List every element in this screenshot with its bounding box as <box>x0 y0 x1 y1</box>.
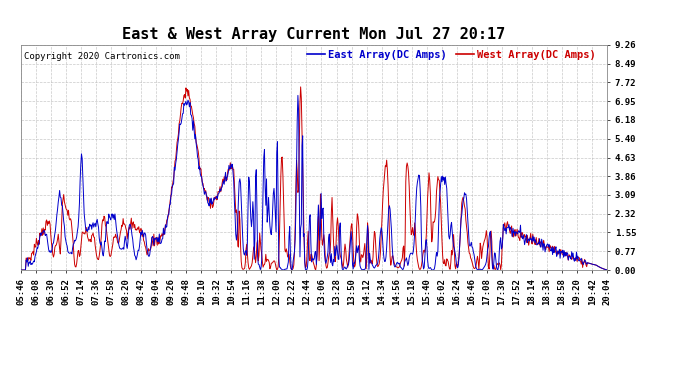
Text: Copyright 2020 Cartronics.com: Copyright 2020 Cartronics.com <box>23 52 179 61</box>
Title: East & West Array Current Mon Jul 27 20:17: East & West Array Current Mon Jul 27 20:… <box>122 27 506 42</box>
Legend: East Array(DC Amps), West Array(DC Amps): East Array(DC Amps), West Array(DC Amps) <box>306 50 596 60</box>
